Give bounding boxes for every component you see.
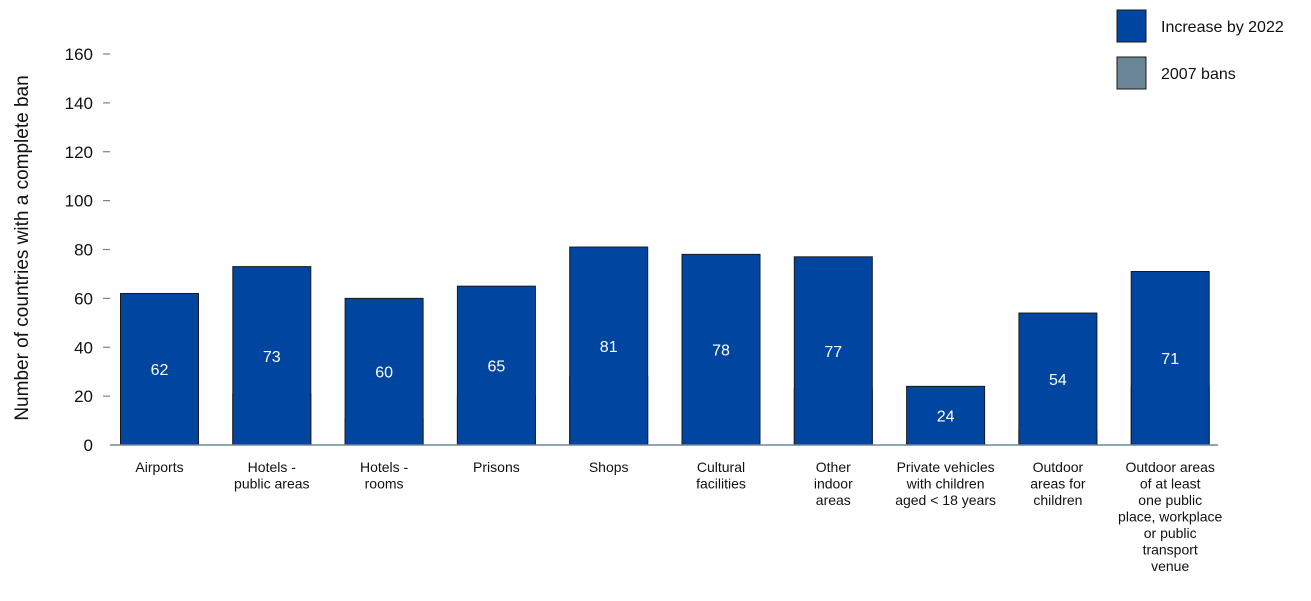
data-label: 73: [263, 349, 281, 366]
x-category-label-line: facilities: [696, 476, 746, 492]
x-category-label-line: place, workplace: [1118, 509, 1222, 525]
bar-segment-increase: [456, 285, 536, 446]
data-label: 24: [937, 409, 955, 426]
y-tick-label: 100: [65, 192, 93, 211]
legend-label: 2007 bans: [1161, 66, 1236, 83]
x-category-label-line: Hotels -: [360, 459, 409, 475]
x-category-label: Prisons: [473, 459, 520, 475]
data-label: 60: [375, 365, 393, 382]
x-category-label: Other indoor areas: [814, 459, 853, 508]
legend: Increase by 2022 2007 bans: [1116, 9, 1284, 90]
bar-segment-increase: [681, 253, 761, 446]
x-category-label-line: or public: [1144, 525, 1197, 541]
data-label: 65: [488, 359, 506, 376]
x-category-label-line: transport: [1143, 542, 1198, 558]
bar-segment-increase: [569, 246, 649, 446]
x-category-label-line: Outdoor: [1033, 459, 1084, 475]
x-category-label-line: Outdoor areas: [1125, 459, 1215, 475]
bar-segment-increase: [120, 292, 199, 446]
y-axis: 0 20 40 60 80 100 120 140 160: [65, 45, 110, 455]
bar-segment-increase: [906, 385, 986, 446]
y-axis-title: Number of countries with a complete ban: [12, 75, 33, 420]
y-tick-label: 160: [65, 45, 93, 64]
data-label: 62: [151, 362, 169, 379]
y-tick-label: 40: [74, 338, 93, 357]
x-category-label-line: indoor: [814, 476, 853, 492]
x-category-label-line: Prisons: [473, 459, 520, 475]
x-category-label-line: Airports: [135, 459, 183, 475]
x-category-label: Outdoor areas for children: [1030, 459, 1086, 508]
x-category-label-line: venue: [1151, 558, 1189, 574]
data-label: 81: [600, 339, 618, 356]
legend-swatch: [1116, 9, 1147, 43]
bar-segment-increase: [793, 256, 873, 446]
x-category-label-line: with children: [906, 476, 985, 492]
x-category-label-line: Hotels -: [248, 459, 297, 475]
x-category-label: Outdoor areas of at least one public place,…: [1118, 459, 1222, 574]
x-category-label-line: Other: [816, 459, 851, 475]
x-category-label-line: public areas: [234, 476, 310, 492]
x-category-label-line: aged < 18 years: [895, 492, 996, 508]
bar-segment-increase: [1130, 270, 1210, 446]
data-label: 71: [1161, 351, 1179, 368]
legend-swatch: [1116, 56, 1147, 90]
y-tick-label: 120: [65, 143, 93, 162]
data-label: 78: [712, 343, 730, 360]
x-category-label-line: Shops: [589, 459, 629, 475]
x-category-label: Hotels -public areas: [234, 459, 310, 492]
x-category-label-line: areas: [816, 492, 851, 508]
x-category-label: Cultural facilities: [696, 459, 746, 492]
x-category-label-line: of at least: [1140, 476, 1201, 492]
data-label: 54: [1049, 372, 1067, 389]
x-category-label-line: areas for: [1030, 476, 1086, 492]
x-category-label: Shops: [589, 459, 629, 475]
x-category-label: Airports: [135, 459, 183, 475]
legend-label: Increase by 2022: [1161, 19, 1284, 36]
x-category-label-line: rooms: [365, 476, 404, 492]
x-category-label-line: one public: [1138, 492, 1202, 508]
data-label: 77: [824, 344, 842, 361]
bars: 26622173116020652881407823771246542471: [120, 246, 1210, 451]
x-category-label: Private vehicles with children aged < 18 y…: [895, 459, 996, 508]
y-tick-label: 60: [74, 289, 93, 308]
bar-segment-increase: [1018, 312, 1098, 446]
y-tick-label: 20: [74, 387, 93, 406]
x-category-label-line: Cultural: [697, 459, 745, 475]
x-category-label-line: Private vehicles: [897, 459, 995, 475]
y-tick-label: 80: [74, 241, 93, 260]
y-tick-label: 0: [84, 436, 93, 455]
y-tick-label: 140: [65, 94, 93, 113]
x-category-label: Hotels -rooms: [360, 459, 409, 492]
bar-segment-increase: [232, 266, 312, 446]
x-category-label-line: children: [1033, 492, 1082, 508]
